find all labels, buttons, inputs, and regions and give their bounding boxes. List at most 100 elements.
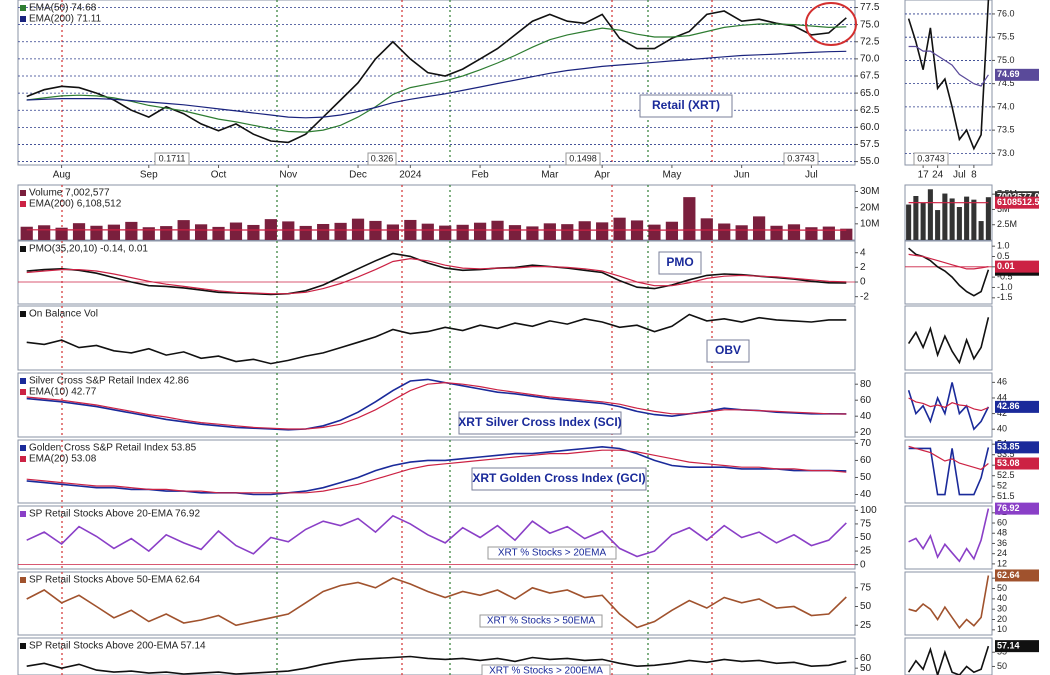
legend-swatch (20, 16, 26, 22)
bar (964, 196, 970, 240)
bar (38, 225, 51, 240)
y-tick-label: 40 (997, 424, 1007, 434)
x-tick-label: 24 (932, 170, 944, 181)
annotation: XRT % Stocks > 20EMA (498, 548, 607, 559)
legend-label: EMA(10) 42.77 (29, 387, 97, 398)
annotation-box (706, 339, 750, 363)
bar (317, 223, 330, 240)
legend-swatch (20, 201, 26, 207)
bar (906, 204, 912, 240)
x-tick-label: Apr (594, 170, 610, 181)
annotation-box (487, 546, 617, 560)
legend-swatch (20, 5, 26, 11)
annotation-box (471, 467, 647, 491)
panel-frame (904, 184, 993, 241)
bar (596, 222, 609, 240)
last-value-box (995, 640, 1039, 653)
y-tick-label: 30M (860, 186, 879, 197)
series-line (26, 313, 847, 365)
x-tick-label: 8 (971, 170, 977, 181)
y-tick-label: -1.0 (997, 282, 1013, 292)
bar (526, 226, 539, 240)
y-tick-label: 10M (860, 218, 879, 229)
x-tick-label: Sep (140, 170, 158, 181)
bar (282, 221, 295, 240)
bar (247, 224, 260, 240)
bar (942, 193, 948, 240)
y-tick-label: -2 (860, 291, 869, 302)
last-value-label: 7002577.0 (997, 192, 1040, 202)
annotation: 0.3743 (787, 153, 815, 163)
y-tick-label: 50 (860, 663, 872, 674)
bar (822, 226, 835, 240)
panel-frame (17, 439, 856, 504)
x-tick-label: Jul (805, 170, 818, 181)
bar (439, 225, 452, 240)
y-tick-label: 75.5 (997, 32, 1015, 42)
legend-label: PMO(35,20,10) -0.14, 0.01 (29, 244, 148, 255)
last-value-box (995, 441, 1039, 454)
y-tick-label: 50 (860, 472, 872, 483)
bar (543, 223, 556, 240)
bar (142, 227, 155, 240)
series-line (908, 397, 989, 412)
x-tick-label: Aug (53, 170, 71, 181)
annotation: Retail (XRT) (652, 98, 720, 112)
annotation: XRT Golden Cross Index (GCI) (472, 471, 645, 485)
bar (20, 226, 33, 240)
y-tick-label: 53.5 (997, 449, 1015, 459)
series-line (26, 577, 847, 629)
annotation: XRT % Stocks > 50EMA (487, 616, 596, 627)
series-line (908, 447, 990, 496)
annotation-box (154, 152, 190, 166)
panel-frame (904, 305, 993, 371)
series-line (26, 514, 847, 558)
last-value-label: 62.64 (997, 570, 1020, 580)
legend-label: On Balance Vol (29, 309, 98, 320)
bar (229, 222, 243, 240)
annotation: XRT Silver Cross Index (SCI) (458, 415, 621, 429)
y-tick-label: 50 (997, 661, 1007, 671)
legend-swatch (20, 378, 26, 384)
bar (718, 223, 731, 240)
highlight-circle (805, 2, 857, 46)
annotation-box (367, 152, 397, 166)
panel-frame (904, 571, 993, 636)
bar (125, 221, 138, 240)
y-tick-label: 50 (860, 601, 872, 612)
bar (212, 226, 225, 240)
y-tick-label: 74.0 (997, 101, 1015, 111)
legend-swatch (20, 246, 26, 252)
legend-label: Volume 7,002,577 (29, 188, 110, 199)
legend-swatch (20, 643, 26, 649)
last-value-label: 0.01 (997, 261, 1015, 271)
series-line (907, 645, 990, 675)
series-line (26, 378, 847, 431)
legend-swatch (20, 445, 26, 451)
y-tick-label: 73.5 (997, 125, 1015, 135)
legend-label: Golden Cross S&P Retail Index 53.85 (29, 443, 197, 454)
y-tick-label: 57.5 (860, 139, 880, 150)
bar (949, 198, 955, 240)
series-line (908, 575, 990, 630)
last-value-label: 76.92 (997, 503, 1020, 513)
bar (160, 226, 173, 240)
y-tick-label: 75 (860, 582, 872, 593)
y-tick-label: 50 (997, 583, 1007, 593)
y-tick-label: 100 (860, 505, 877, 516)
bar (956, 207, 962, 240)
x-tick-label: Jul (953, 170, 966, 181)
y-tick-label: 46 (997, 377, 1007, 387)
bar (334, 222, 347, 240)
y-tick-label: 0 (860, 559, 866, 570)
y-tick-label: 50 (860, 532, 872, 543)
panel-frame (904, 0, 993, 166)
panel-frame (904, 240, 993, 305)
bar (299, 225, 312, 240)
panel-frame (17, 184, 856, 241)
legend-swatch (20, 311, 26, 317)
last-value-label: 53.08 (997, 458, 1020, 468)
annotation: OBV (715, 343, 741, 357)
y-tick-label: 4 (860, 247, 866, 258)
